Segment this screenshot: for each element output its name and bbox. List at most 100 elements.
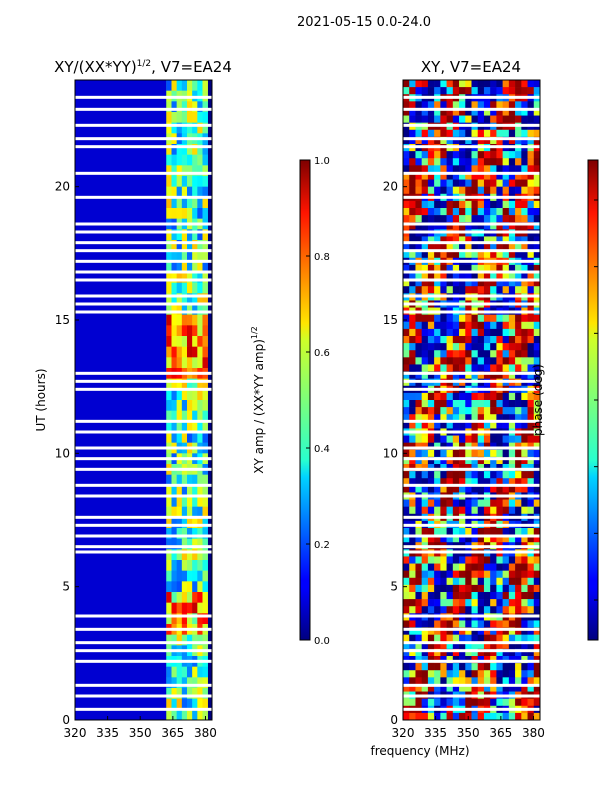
right-cell: [421, 584, 429, 593]
right-cell: [434, 485, 441, 493]
right-cell: [440, 236, 447, 244]
right-cell: [415, 627, 422, 635]
right-cell: [533, 108, 541, 116]
right-cell: [421, 670, 429, 678]
left-cell: [192, 677, 198, 689]
right-cell: [415, 314, 422, 323]
right-cell: [533, 165, 541, 173]
right-cell: [459, 663, 466, 671]
right-cell: [434, 670, 441, 678]
left-cell: [192, 144, 198, 155]
right-cell: [471, 80, 479, 88]
right-cell: [515, 222, 522, 230]
right-cell: [508, 364, 516, 372]
right-cell: [527, 172, 535, 180]
right-cell: [434, 684, 441, 692]
right-cell: [403, 414, 410, 422]
right-cell: [409, 243, 416, 251]
right-cell: [465, 186, 472, 195]
left-cell: [192, 538, 198, 550]
left-xtick-label: 365: [161, 726, 184, 740]
left-cell: [171, 581, 177, 593]
left-cell: [186, 357, 193, 369]
right-cell: [533, 478, 541, 486]
left-cell: [181, 485, 188, 497]
right-cell: [446, 392, 454, 401]
right-cell: [471, 222, 479, 230]
right-cell: [427, 414, 435, 422]
right-cell: [471, 606, 479, 614]
right-cell: [508, 471, 516, 479]
right-cell: [434, 243, 441, 251]
right-cell: [446, 165, 454, 173]
right-cell: [502, 528, 510, 536]
right-cell: [446, 464, 454, 472]
right-cell: [502, 243, 510, 251]
right-cell: [465, 279, 472, 287]
right-cell: [440, 471, 447, 479]
right-cell: [446, 471, 454, 479]
right-cell: [459, 577, 466, 586]
right-cell: [452, 101, 460, 109]
right-cell: [421, 272, 429, 280]
left-cb-tick-label: 0.2: [314, 540, 330, 551]
left-cell: [166, 496, 172, 507]
right-cell: [508, 606, 516, 614]
right-cell: [434, 698, 441, 707]
right-cell: [508, 577, 516, 586]
right-cell: [496, 456, 503, 465]
left-cell: [176, 613, 183, 625]
right-cell: [521, 570, 528, 579]
right-cell: [527, 343, 535, 351]
right-cell: [415, 286, 422, 294]
right-cell: [471, 108, 479, 116]
right-cell: [483, 442, 491, 451]
right-cell: [527, 158, 535, 166]
right-cell: [477, 456, 485, 465]
right-cell: [471, 364, 479, 372]
right-cell: [409, 336, 416, 344]
right-cell: [409, 328, 416, 337]
right-cell: [496, 286, 503, 294]
left-cell: [171, 485, 177, 497]
right-cell: [490, 158, 497, 166]
right-cell: [527, 442, 535, 451]
right-cell: [483, 421, 491, 429]
right-cell: [446, 599, 454, 607]
right-cell: [459, 136, 466, 145]
right-cell: [459, 158, 466, 166]
right-cell: [409, 449, 416, 458]
right-cell: [427, 634, 435, 643]
right-cell: [477, 364, 485, 372]
left-cell: [202, 485, 208, 497]
right-cell: [521, 563, 528, 571]
left-flagged-row: [75, 707, 212, 711]
left-cell: [202, 357, 208, 369]
right-cell: [452, 670, 460, 678]
right-cell: [415, 279, 422, 287]
right-flagged-row: [403, 145, 540, 149]
right-cell: [471, 634, 479, 643]
right-xtick-label: 320: [392, 726, 415, 740]
right-cell: [440, 592, 447, 600]
right-cell: [440, 599, 447, 607]
left-cell: [181, 560, 188, 571]
right-cell: [471, 478, 479, 486]
right-cell: [403, 677, 410, 685]
right-cell: [440, 414, 447, 422]
right-cell: [427, 272, 435, 280]
right-cell: [434, 328, 441, 337]
right-cell: [533, 222, 541, 230]
right-cell: [452, 421, 460, 429]
right-cell: [452, 528, 460, 536]
left-cell: [197, 698, 203, 710]
left-cell: [166, 485, 172, 497]
right-cell: [527, 151, 535, 159]
right-cell: [483, 464, 491, 472]
right-cell: [427, 392, 435, 401]
right-xtick-label: 365: [489, 726, 512, 740]
right-cell: [502, 101, 510, 109]
left-cell: [171, 666, 177, 678]
right-cell: [490, 200, 497, 209]
right-cell: [477, 350, 485, 358]
